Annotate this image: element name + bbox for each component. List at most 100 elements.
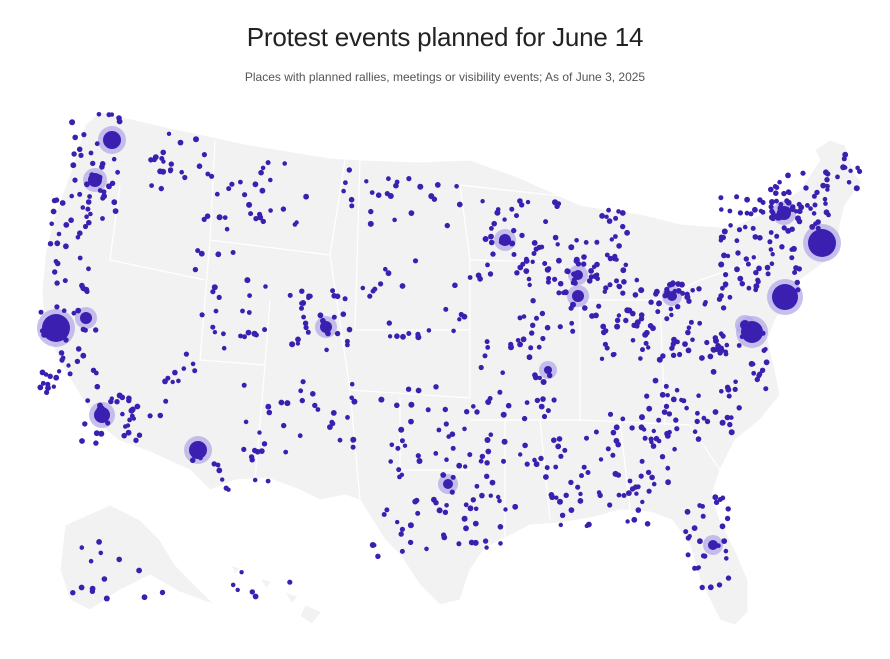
event-marker [392,217,397,223]
event-marker [325,330,331,337]
event-marker [434,182,441,188]
event-marker [88,150,94,156]
event-marker [294,220,299,225]
event-marker [415,510,421,516]
event-marker [213,308,219,314]
event-marker [442,406,448,413]
event-marker [407,539,414,546]
event-marker [166,131,172,136]
event-marker [545,279,551,285]
event-marker [443,421,449,427]
event-marker [644,521,651,527]
event-marker [85,199,92,205]
event-marker [83,286,90,293]
event-marker [650,443,657,449]
event-marker [795,287,801,293]
event-marker [299,397,305,404]
event-marker [514,213,519,219]
event-marker [484,339,490,345]
event-marker [697,503,703,508]
event-marker [62,278,68,284]
event-marker [718,331,724,337]
event-marker [787,190,792,196]
event-marker [814,189,820,196]
event-marker [616,313,622,318]
event-marker [78,584,85,591]
event-marker [72,177,78,183]
event-marker [488,239,495,246]
event-marker [695,565,700,571]
event-marker [720,495,726,501]
event-marker [449,431,456,438]
event-marker [745,261,751,267]
event-marker [282,161,288,166]
event-marker [101,193,107,200]
event-marker [757,328,762,334]
event-marker [77,191,83,197]
event-marker [559,512,566,518]
event-marker [638,473,644,479]
event-marker-large [772,284,798,310]
event-marker [781,190,787,197]
event-marker [558,522,563,528]
event-marker [387,334,393,339]
event-marker [96,174,103,181]
event-marker [222,215,228,221]
event-marker [303,193,309,200]
event-marker [569,320,575,326]
event-marker [262,327,268,333]
hawaii-landmass [228,564,323,625]
event-marker [474,409,480,415]
event-marker [619,210,626,216]
event-marker [732,386,738,392]
event-marker [720,305,727,311]
event-marker [386,320,392,326]
event-marker [116,115,122,121]
event-marker [675,304,681,310]
event-marker [315,407,321,412]
event-marker [136,432,143,438]
event-marker [81,132,87,138]
event-marker [684,405,689,411]
event-marker [75,235,81,240]
event-marker [721,538,728,544]
event-marker [454,184,459,189]
event-marker [384,191,390,197]
event-marker [266,409,273,416]
event-marker [789,247,794,252]
event-marker [661,409,668,415]
event-marker [744,196,750,203]
event-marker [244,277,251,284]
event-marker [717,350,723,356]
event-marker [712,409,719,415]
event-marker [242,334,247,340]
event-marker [685,329,691,336]
event-marker [442,509,449,515]
event-marker [642,435,648,441]
event-marker [462,426,467,432]
event-marker [616,209,621,214]
event-marker [604,214,609,219]
event-marker [670,341,676,347]
event-marker [602,341,609,347]
event-marker [477,276,483,282]
event-marker [485,262,490,268]
event-marker [248,454,255,460]
event-marker [526,276,532,282]
event-marker-large [80,312,92,324]
event-marker [670,396,677,403]
event-marker [98,550,104,556]
event-marker [238,179,243,185]
event-marker [367,293,373,299]
event-marker [719,523,726,530]
event-marker [517,315,523,321]
event-marker [635,507,642,513]
event-marker [287,579,293,585]
event-marker [498,541,503,546]
event-marker [626,490,632,496]
event-marker [503,507,508,512]
event-marker [823,169,829,176]
event-marker [534,397,541,404]
event-marker [723,548,729,554]
event-marker [588,268,594,274]
